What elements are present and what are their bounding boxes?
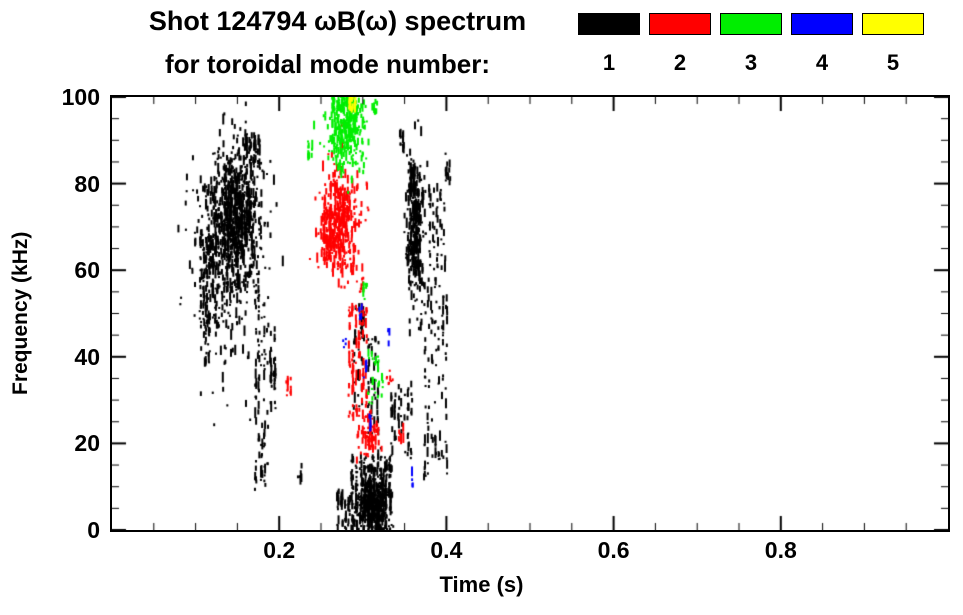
x-tick-label-0.4: 0.4: [430, 537, 463, 563]
y-tick-label-0: 0: [87, 517, 100, 543]
legend-swatch-1: [578, 13, 640, 35]
legend-item-3: 3: [720, 13, 782, 76]
x-tick-label-0.2: 0.2: [263, 537, 296, 563]
chart-title-line1: Shot 124794 ωB(ω) spectrum: [148, 6, 527, 36]
legend-item-2: 2: [649, 13, 711, 76]
y-tick-label-60: 60: [74, 257, 100, 284]
y-tick-label-100: 100: [61, 84, 100, 110]
legend-label-1: 1: [602, 50, 616, 75]
mode-legend: 1 2 3 4 5: [578, 13, 924, 76]
legend-swatch-5: [862, 13, 924, 35]
y-axis-title: Frequency (kHz): [9, 231, 32, 396]
legend-item-1: 1: [578, 13, 640, 76]
x-axis-title: Time (s): [439, 572, 524, 597]
legend-label-5: 5: [886, 50, 900, 75]
spectrum-canvas: [112, 97, 948, 530]
y-tick-label-80: 80: [74, 170, 100, 197]
legend-swatch-4: [791, 13, 853, 35]
plot-area: [110, 95, 950, 532]
legend-label-3: 3: [744, 50, 758, 75]
x-tick-label-0.8: 0.8: [764, 537, 797, 563]
legend-label-4: 4: [815, 50, 829, 75]
legend-item-5: 5: [862, 13, 924, 76]
y-tick-label-40: 40: [74, 343, 100, 370]
chart-title-line2: for toroidal mode number:: [165, 49, 490, 79]
legend-swatch-2: [649, 13, 711, 35]
legend-label-2: 2: [673, 50, 687, 75]
legend-swatch-3: [720, 13, 782, 35]
legend-item-4: 4: [791, 13, 853, 76]
y-tick-label-20: 20: [74, 430, 100, 457]
x-tick-label-0.6: 0.6: [597, 537, 630, 563]
